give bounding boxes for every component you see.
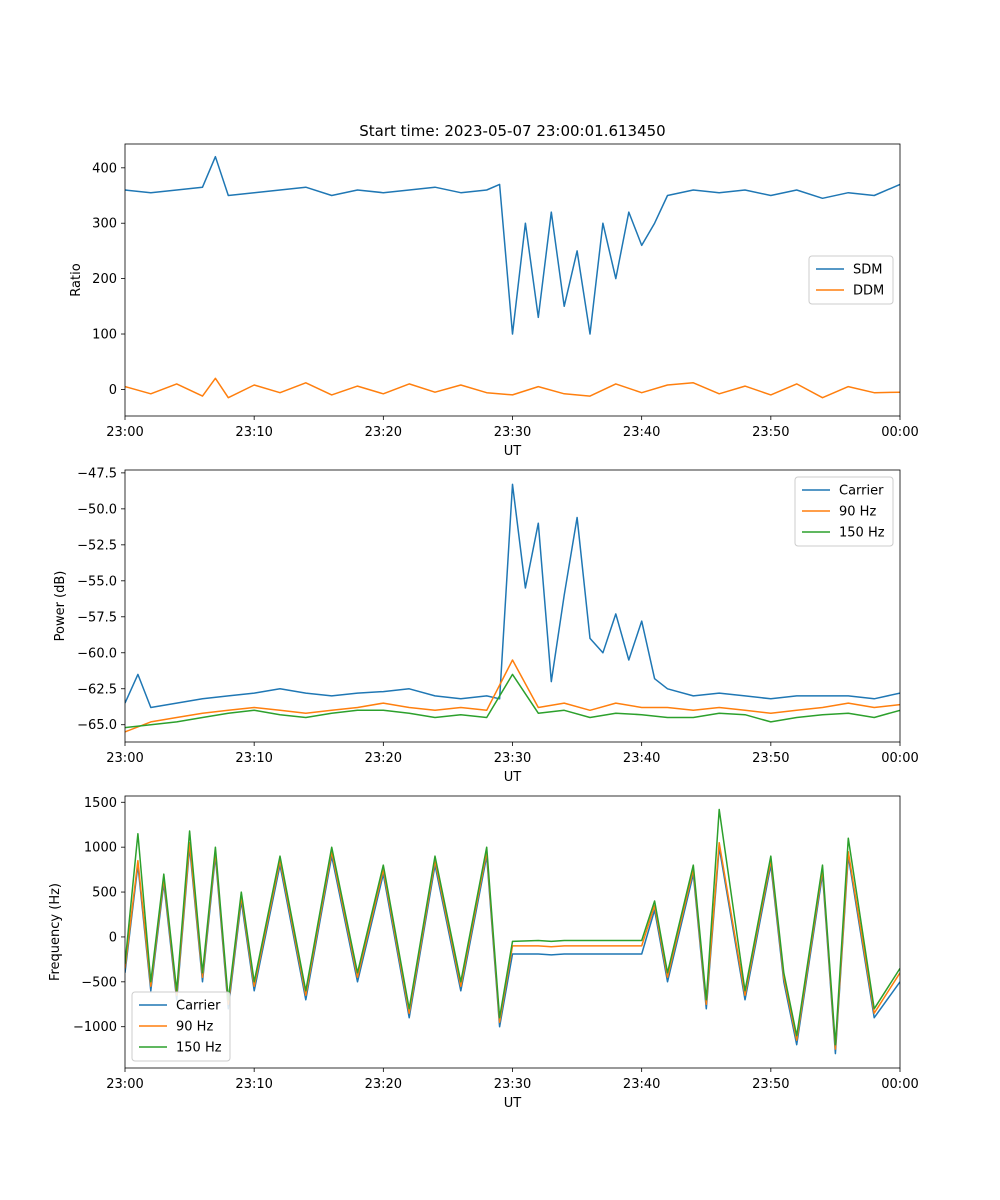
series-line-ddm	[125, 377, 900, 399]
x-tick-label: 23:20	[365, 1077, 402, 1092]
legend-label: 150 Hz	[839, 526, 885, 541]
x-tick-label: 23:40	[623, 751, 660, 766]
axes-frame	[124, 143, 901, 417]
x-tick-label: 23:30	[494, 1077, 531, 1092]
series-line-90-hz	[125, 659, 900, 733]
y-tick-label: 500	[92, 886, 117, 901]
x-tick-label: 23:30	[494, 425, 531, 440]
series-line-carrier	[125, 483, 900, 709]
legend-label: Carrier	[839, 484, 884, 499]
y-tick-label: −47.5	[77, 466, 117, 481]
y-tick-label: −500	[81, 975, 117, 990]
legend-label: Carrier	[176, 999, 221, 1014]
legend-label: DDM	[853, 284, 884, 299]
axes-frame	[124, 795, 901, 1069]
y-tick-label: −50.0	[77, 502, 117, 517]
y-tick-label: −62.5	[77, 682, 117, 697]
y-tick-label: 1000	[84, 841, 117, 856]
series-line-150-hz	[125, 808, 900, 1046]
y-tick-label: 1500	[84, 796, 117, 811]
x-tick-label: 23:50	[752, 425, 789, 440]
legend: SDM DDM	[808, 255, 894, 305]
x-tick-label: 23:50	[752, 751, 789, 766]
y-axis-label: Frequency (Hz)	[48, 883, 63, 981]
y-tick-label: −55.0	[77, 574, 117, 589]
x-tick-label: 23:00	[106, 751, 143, 766]
x-tick-label: 23:20	[365, 425, 402, 440]
x-tick-label: 23:30	[494, 751, 531, 766]
series-line-carrier	[125, 846, 900, 1055]
y-tick-label: 300	[92, 217, 117, 232]
x-tick-label: 00:00	[881, 425, 918, 440]
legend-label: 90 Hz	[176, 1020, 213, 1035]
series-line-sdm	[125, 155, 900, 335]
y-tick-label: −1000	[73, 1020, 117, 1035]
series-line-90-hz	[125, 841, 900, 1050]
y-tick-label: −57.5	[77, 610, 117, 625]
x-tick-label: 00:00	[881, 1077, 918, 1092]
x-tick-label: 23:00	[106, 425, 143, 440]
legend-box	[794, 476, 894, 547]
legend-box	[131, 991, 231, 1062]
y-tick-label: 200	[92, 272, 117, 287]
x-tick-label: 23:20	[365, 751, 402, 766]
y-tick-label: −52.5	[77, 538, 117, 553]
y-axis-label: Power (dB)	[53, 571, 68, 642]
legend-box	[808, 255, 894, 305]
x-axis-label: UT	[504, 444, 522, 459]
legend: Carrier 90 Hz 150 Hz	[131, 991, 231, 1062]
x-tick-label: 23:40	[623, 425, 660, 440]
x-tick-label: 23:10	[235, 751, 272, 766]
series-line-150-hz	[125, 673, 900, 729]
x-axis-label: UT	[504, 770, 522, 785]
x-tick-label: 23:40	[623, 1077, 660, 1092]
x-axis-label: UT	[504, 1096, 522, 1111]
chart-panel-3: 23:00 23:10 23:20 23:30 23:40 23:50 00:00 −1000…	[48, 795, 919, 1111]
chart-panel-2: 23:00 23:10 23:20 23:30 23:40 23:50 00:00 −65.0…	[53, 466, 919, 785]
y-tick-label: 0	[109, 383, 117, 398]
y-tick-label: 0	[109, 930, 117, 945]
chart-panel-1: 23:00 23:10 23:20 23:30 23:40 23:50 00:00 0 100 2…	[69, 143, 919, 459]
x-tick-label: 23:10	[235, 425, 272, 440]
x-tick-label: 23:10	[235, 1077, 272, 1092]
legend-label: 90 Hz	[839, 505, 876, 520]
y-tick-label: −65.0	[77, 718, 117, 733]
y-tick-label: −60.0	[77, 646, 117, 661]
x-tick-label: 23:50	[752, 1077, 789, 1092]
y-axis-label: Ratio	[69, 263, 84, 296]
figure-title: Start time: 2023-05-07 23:00:01.613450	[359, 122, 665, 140]
legend-label: SDM	[853, 263, 882, 278]
axes-frame	[124, 469, 901, 743]
legend: Carrier 90 Hz 150 Hz	[794, 476, 894, 547]
legend-label: 150 Hz	[176, 1041, 222, 1056]
x-tick-label: 00:00	[881, 751, 918, 766]
y-tick-label: 400	[92, 161, 117, 176]
y-tick-label: 100	[92, 328, 117, 343]
x-tick-label: 23:00	[106, 1077, 143, 1092]
